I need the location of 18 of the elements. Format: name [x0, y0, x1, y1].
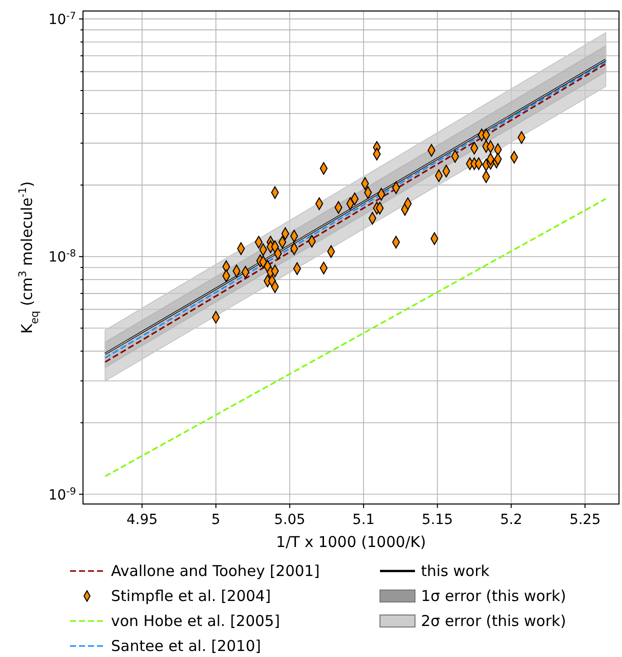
legend-label: this work: [421, 562, 490, 580]
y-tick-label: 10$^{-8}$: [48, 248, 76, 266]
legend-label: Avallone and Toohey [2001]: [111, 562, 320, 580]
x-tick-label: 4.95: [126, 512, 158, 528]
x-tick-label: 5.1: [352, 512, 375, 528]
x-tick-label: 5.15: [422, 512, 453, 528]
legend-label: 2σ error (this work): [421, 612, 566, 630]
legend-label: Santee et al. [2010]: [111, 637, 261, 655]
y-tick-label: 10$^{-7}$: [48, 10, 76, 28]
x-tick-label: 5.05: [274, 512, 306, 528]
x-tick-label: 5.25: [569, 512, 601, 528]
x-tick-label: 5: [211, 512, 220, 528]
legend-label: Stimpfle et al. [2004]: [111, 587, 271, 605]
legend-label: von Hobe et al. [2005]: [111, 612, 280, 630]
legend-label: 1σ error (this work): [421, 587, 566, 605]
x-tick-label: 5.2: [500, 512, 522, 528]
x-axis-title: 1/T x 1000 (1000/K): [276, 533, 426, 551]
y-tick-label: 10$^{-9}$: [48, 486, 76, 504]
